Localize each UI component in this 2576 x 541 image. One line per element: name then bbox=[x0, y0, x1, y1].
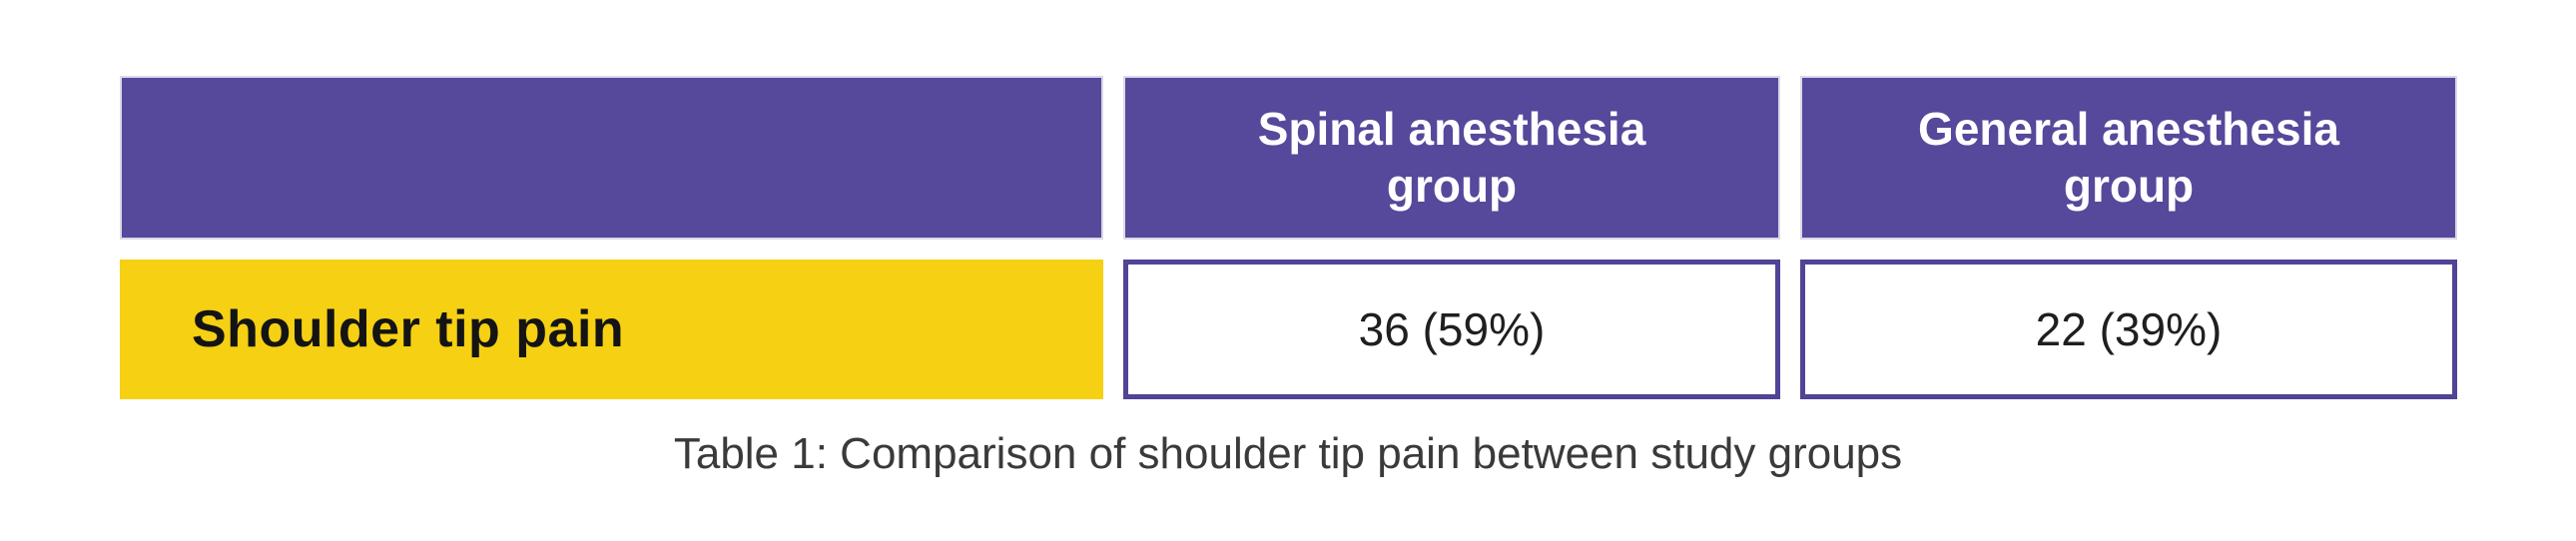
row-label-cell: Shoulder tip pain bbox=[120, 260, 1103, 399]
header-cell-general-group: General anesthesia group bbox=[1800, 76, 2457, 240]
header-cell-empty bbox=[120, 76, 1103, 240]
header-label-spinal-group: Spinal anesthesia group bbox=[1257, 102, 1646, 212]
table-caption: Table 1: Comparison of shoulder tip pain… bbox=[673, 429, 1903, 478]
value-text-spinal: 36 (59%) bbox=[1358, 303, 1546, 355]
header-label-general-group: General anesthesia group bbox=[1918, 102, 2339, 212]
row-label: Shoulder tip pain bbox=[192, 300, 625, 358]
value-text-general: 22 (39%) bbox=[2035, 303, 2223, 355]
value-cell-spinal: 36 (59%) bbox=[1123, 260, 1780, 399]
comparison-table: Spinal anesthesia group General anesthes… bbox=[120, 76, 2457, 399]
header-cell-spinal-group: Spinal anesthesia group bbox=[1123, 76, 1780, 240]
value-cell-general: 22 (39%) bbox=[1800, 260, 2457, 399]
